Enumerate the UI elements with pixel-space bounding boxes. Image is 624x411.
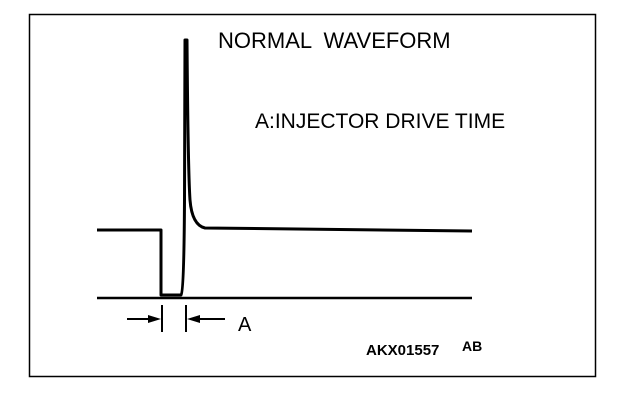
waveform	[97, 38, 473, 297]
legend: A:INJECTOR DRIVE TIME	[255, 110, 505, 133]
figure-code: AKX01557	[366, 342, 439, 359]
dimension-label: A	[238, 314, 252, 336]
title: NORMAL WAVEFORM	[218, 28, 451, 53]
arrow-head	[148, 315, 161, 323]
arrow-head	[187, 315, 200, 323]
figure-suffix: AB	[462, 338, 482, 354]
frame	[28, 13, 597, 378]
